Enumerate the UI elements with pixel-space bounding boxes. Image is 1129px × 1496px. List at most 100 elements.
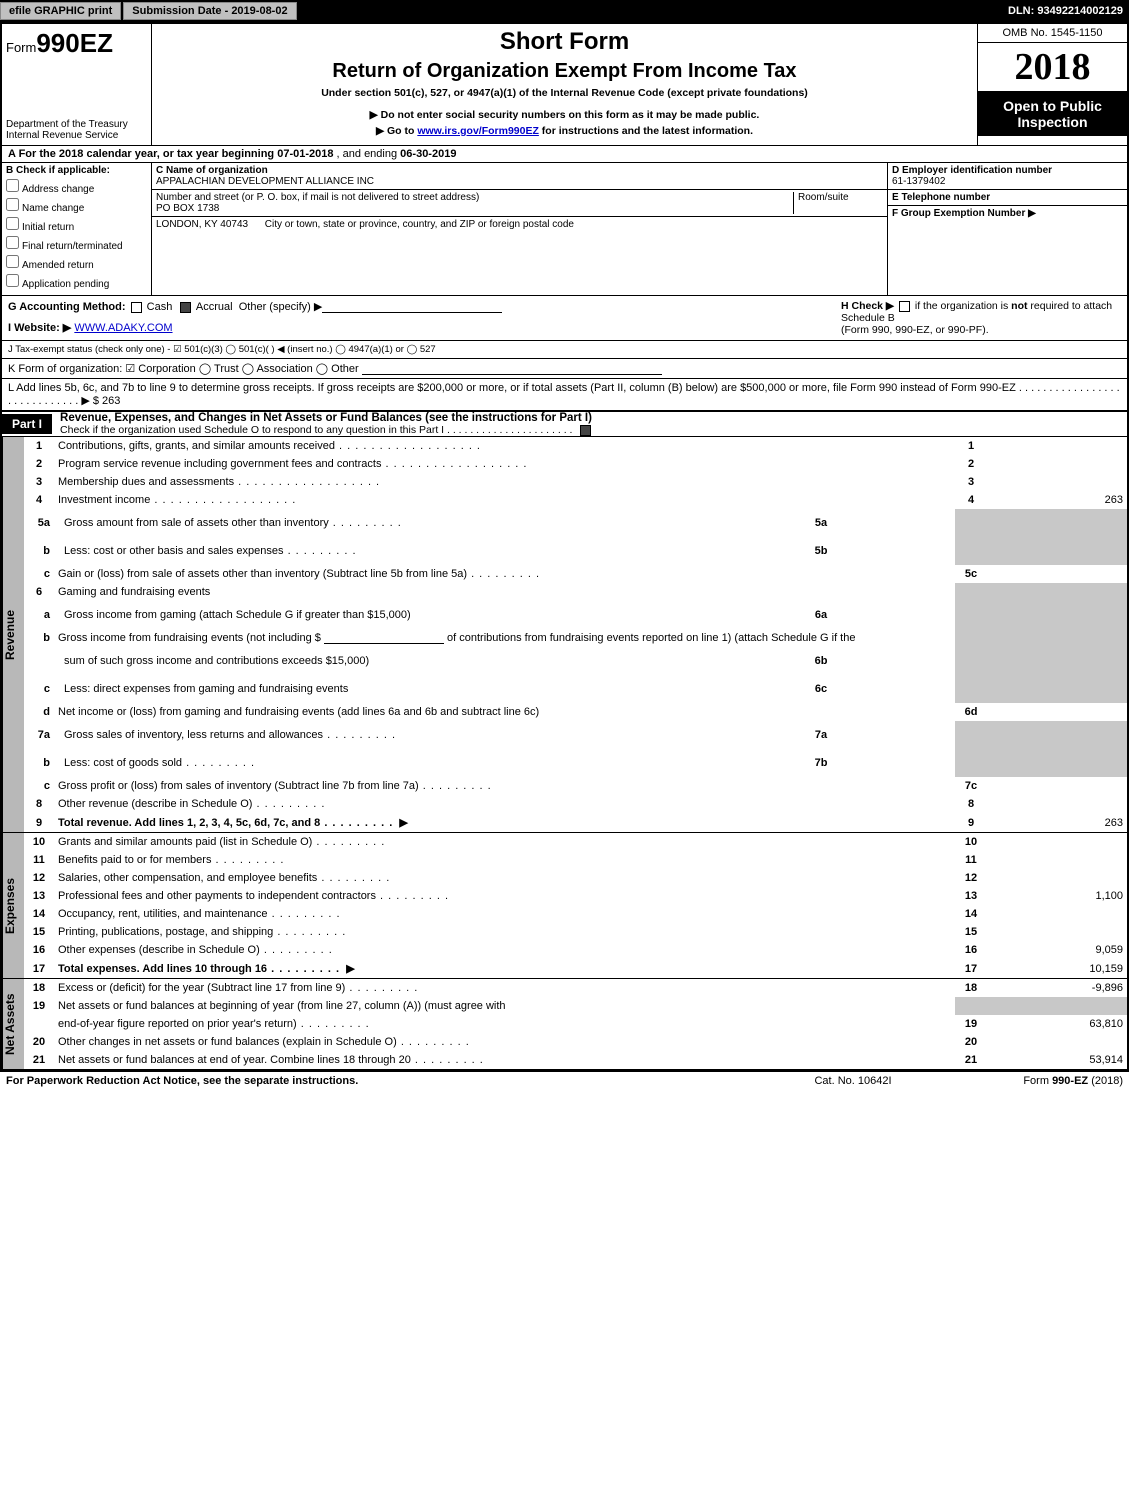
chk-initial-return-box[interactable] [6, 217, 19, 230]
return-title: Return of Organization Exempt From Incom… [160, 60, 969, 83]
chk-address-change[interactable]: Address change [6, 179, 147, 195]
netassets-side-label: Net Assets [2, 979, 24, 1069]
c-city-row: LONDON, KY 40743 City or town, state or … [152, 217, 887, 232]
l10-n: 10 [24, 833, 54, 851]
l20-d: Other changes in net assets or fund bala… [58, 1036, 470, 1048]
netassets-table: 18Excess or (deficit) for the year (Subt… [24, 979, 1127, 1069]
l5c-d: Gain or (loss) from sale of assets other… [58, 568, 540, 580]
l14-rn: 14 [955, 905, 987, 923]
chk-name-change-box[interactable] [6, 198, 19, 211]
l6b-rn1 [955, 629, 987, 647]
h-text1: H Check ▶ [841, 300, 897, 312]
l13-d: Professional fees and other payments to … [58, 890, 449, 902]
form-prefix: Form [6, 40, 36, 55]
l3-n: 3 [24, 473, 54, 491]
l9-n: 9 [24, 813, 54, 832]
line-6: 6Gaming and fundraising events [24, 583, 1127, 601]
d-row: D Employer identification number 61-1379… [888, 163, 1127, 190]
l4-d: Investment income [58, 494, 296, 506]
line-20: 20Other changes in net assets or fund ba… [24, 1033, 1127, 1051]
chk-initial-return[interactable]: Initial return [6, 217, 147, 233]
l19-n2 [24, 1015, 54, 1033]
row-k-text: K Form of organization: ☑ Corporation ◯ … [8, 363, 359, 375]
line-a-prefix: A For the 2018 calendar year, or tax yea… [8, 148, 277, 160]
chk-amended-return-box[interactable] [6, 255, 19, 268]
l5b-d: Less: cost or other basis and sales expe… [64, 545, 357, 557]
l8-n: 8 [24, 795, 54, 813]
part1-header: Part I Revenue, Expenses, and Changes in… [2, 411, 1127, 437]
chk-name-change[interactable]: Name change [6, 198, 147, 214]
chk-h[interactable] [899, 301, 910, 312]
l13-n: 13 [24, 887, 54, 905]
efile-print-button[interactable]: efile GRAPHIC print [0, 2, 121, 20]
under-section: Under section 501(c), 527, or 4947(a)(1)… [160, 87, 969, 99]
header-left: Form990EZ Department of the Treasury Int… [2, 24, 152, 145]
chk-schedule-o[interactable] [580, 425, 591, 436]
l7b-rn [955, 749, 987, 777]
line-6c: cLess: direct expenses from gaming and f… [24, 675, 1127, 703]
line-7a: 7aGross sales of inventory, less returns… [24, 721, 1127, 749]
l6b-mv [839, 652, 949, 670]
chk-amended-return[interactable]: Amended return [6, 255, 147, 271]
revenue-side-label: Revenue [2, 437, 24, 832]
chk-application-pending-box[interactable] [6, 274, 19, 287]
open-line1: Open to Public [980, 98, 1125, 114]
line-7c: cGross profit or (loss) from sales of in… [24, 777, 1127, 795]
l3-rn: 3 [955, 473, 987, 491]
chk-accrual[interactable] [180, 302, 191, 313]
l3-rv [987, 473, 1127, 491]
l6-d: Gaming and fundraising events [54, 583, 955, 601]
form-header: Form990EZ Department of the Treasury Int… [2, 24, 1127, 146]
footer-right: Form 990-EZ (2018) [943, 1075, 1123, 1087]
irs-link[interactable]: www.irs.gov/Form990EZ [417, 125, 539, 137]
l5b-n: b [24, 537, 54, 565]
l12-rv [987, 869, 1127, 887]
chk-name-change-lbl: Name change [22, 203, 84, 214]
part1-titles: Revenue, Expenses, and Changes in Net As… [60, 412, 593, 436]
row-l: L Add lines 5b, 6c, and 7b to line 9 to … [2, 379, 1127, 411]
line-17: 17Total expenses. Add lines 10 through 1… [24, 959, 1127, 978]
l15-n: 15 [24, 923, 54, 941]
row-h: H Check ▶ if the organization is not req… [841, 300, 1121, 336]
l16-d: Other expenses (describe in Schedule O) [58, 944, 333, 956]
l6b-n2 [24, 647, 54, 675]
l7c-d: Gross profit or (loss) from sales of inv… [58, 780, 492, 792]
l8-rv [987, 795, 1127, 813]
l4-n: 4 [24, 491, 54, 509]
chk-cash[interactable] [131, 302, 142, 313]
l13-rn: 13 [955, 887, 987, 905]
footer-form-prefix: Form [1023, 1075, 1052, 1087]
chk-application-pending[interactable]: Application pending [6, 274, 147, 290]
website-link[interactable]: WWW.ADAKY.COM [74, 322, 172, 334]
l16-n: 16 [24, 941, 54, 959]
l14-n: 14 [24, 905, 54, 923]
row-j-text: J Tax-exempt status (check only one) - ☑… [8, 344, 436, 355]
line-19-1: 19Net assets or fund balances at beginni… [24, 997, 1127, 1015]
l2-rn: 2 [955, 455, 987, 473]
g-other-blank[interactable] [322, 301, 502, 313]
line-6a: aGross income from gaming (attach Schedu… [24, 601, 1127, 629]
chk-address-change-box[interactable] [6, 179, 19, 192]
l6b-blank[interactable] [324, 632, 444, 644]
l7c-rn: 7c [955, 777, 987, 795]
l6c-n: c [24, 675, 54, 703]
row-l-text: L Add lines 5b, 6c, and 7b to line 9 to … [8, 382, 1120, 407]
l7b-mn: 7b [805, 754, 837, 772]
chk-final-return-box[interactable] [6, 236, 19, 249]
line-13: 13 Professional fees and other payments t… [24, 887, 1127, 905]
l12-d: Salaries, other compensation, and employ… [58, 872, 390, 884]
l9-rv: 263 [987, 813, 1127, 832]
l21-rv: 53,914 [987, 1051, 1127, 1069]
header-center: Short Form Return of Organization Exempt… [152, 24, 977, 145]
l6a-rv [987, 601, 1127, 629]
footer: For Paperwork Reduction Act Notice, see … [0, 1071, 1129, 1090]
row-k-blank[interactable] [362, 363, 662, 375]
row-g-h: G Accounting Method: Cash Accrual Other … [2, 296, 1127, 341]
l6c-mv [839, 680, 949, 698]
f-lbl: F Group Exemption Number ▶ [892, 208, 1036, 219]
l7a-n: 7a [24, 721, 54, 749]
l6a-n: a [24, 601, 54, 629]
chk-final-return[interactable]: Final return/terminated [6, 236, 147, 252]
l21-rn: 21 [955, 1051, 987, 1069]
l7a-rv [987, 721, 1127, 749]
